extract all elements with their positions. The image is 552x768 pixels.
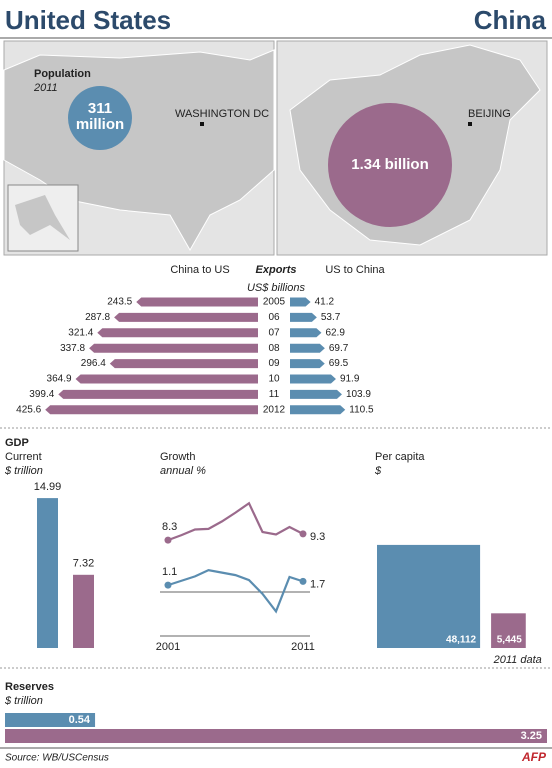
- capital-marker: [468, 122, 472, 126]
- bar: [73, 574, 94, 648]
- bar: [58, 389, 258, 399]
- value-label: 110.5: [349, 404, 374, 415]
- bar: [37, 498, 58, 648]
- end-dot: [299, 530, 307, 538]
- bar: [109, 359, 258, 369]
- population-title: Population: [34, 68, 91, 80]
- bar: [97, 328, 258, 338]
- population-bubble: [68, 86, 132, 150]
- bar: [290, 359, 325, 369]
- chart-subtitle: $ trillion: [4, 465, 43, 477]
- population-year: 2011: [33, 82, 58, 94]
- value-label: 103.9: [346, 389, 371, 400]
- value-label: 399.4: [29, 389, 54, 400]
- line: [167, 501, 304, 542]
- value-label: 364.9: [47, 374, 72, 385]
- bar: [290, 297, 311, 307]
- chart-subtitle: annual %: [160, 465, 206, 477]
- header-right: China: [474, 5, 547, 35]
- chart-subtitle: $: [374, 465, 382, 477]
- bar: [290, 374, 336, 384]
- legend-label: US to China: [325, 264, 385, 276]
- legend-label: China to US: [170, 264, 229, 276]
- category-label: 10: [268, 374, 280, 385]
- value-label: 14.99: [34, 481, 62, 493]
- header-left: United States: [5, 5, 171, 35]
- value-label: 69.5: [329, 358, 349, 369]
- value-label: 3.25: [521, 730, 542, 742]
- bar: [45, 405, 259, 415]
- category-label: 06: [268, 312, 280, 323]
- category-label: 09: [268, 358, 280, 369]
- bar: [290, 312, 317, 322]
- value-label: 243.5: [107, 297, 132, 308]
- category-label: 2012: [263, 404, 286, 415]
- bar: [290, 328, 322, 338]
- value-label: 7.32: [73, 558, 94, 570]
- value-label: 5,445: [497, 635, 522, 646]
- bar: [290, 389, 342, 399]
- population-bubble: [328, 103, 452, 227]
- value-label: 1.1: [162, 566, 177, 578]
- value-label: 41.2: [315, 297, 335, 308]
- chart-title: Current: [5, 451, 42, 463]
- value-label: 296.4: [81, 358, 106, 369]
- value-label: 0.54: [69, 714, 91, 726]
- value-label: 69.7: [329, 343, 349, 354]
- note: 2011 data: [493, 654, 542, 666]
- bar: [5, 729, 547, 743]
- value-label: 48,112: [446, 635, 476, 646]
- value-label: 53.7: [321, 312, 341, 323]
- category-label: 08: [268, 343, 280, 354]
- x-tick-label: 2001: [156, 641, 180, 653]
- map-alaska: [15, 195, 70, 240]
- source: Source: WB/USCensus: [5, 753, 109, 764]
- square: [491, 613, 526, 648]
- chart-subtitle: $ trillion: [4, 695, 43, 707]
- square: [377, 544, 481, 648]
- value-label: 8.3: [162, 521, 177, 533]
- x-tick-label: 2011: [291, 641, 315, 653]
- section-heading: GDP: [5, 437, 29, 449]
- value-label: 62.9: [325, 327, 345, 338]
- chart-title: Reserves: [5, 681, 54, 693]
- population-value: 311: [88, 100, 112, 117]
- value-label: 287.8: [85, 312, 110, 323]
- value-label: 9.3: [310, 531, 325, 543]
- bar: [5, 713, 96, 727]
- value-label: 91.9: [340, 374, 360, 385]
- capital-label: WASHINGTON DC: [175, 108, 269, 120]
- chart-title: Exports: [256, 264, 297, 276]
- end-dot: [299, 577, 307, 585]
- bar: [136, 297, 258, 307]
- category-label: 2005: [263, 297, 286, 308]
- category-label: 07: [268, 327, 280, 338]
- population-value: 1.34 billion: [351, 156, 429, 173]
- bar: [290, 343, 325, 353]
- chart-title: Per capita: [375, 451, 425, 463]
- value-label: 1.7: [310, 578, 325, 590]
- category-label: 11: [269, 389, 280, 400]
- bar: [290, 405, 346, 415]
- capital-marker: [200, 122, 204, 126]
- population-unit: million: [76, 116, 124, 133]
- value-label: 337.8: [60, 343, 85, 354]
- capital-label: BEIJING: [468, 108, 511, 120]
- end-dot: [164, 536, 172, 544]
- bar: [114, 312, 258, 322]
- bar: [75, 374, 258, 384]
- chart-title: Growth: [160, 451, 195, 463]
- logo: AFP: [521, 750, 547, 764]
- value-label: 425.6: [16, 404, 41, 415]
- value-label: 321.4: [68, 327, 93, 338]
- line: [167, 568, 304, 614]
- end-dot: [164, 581, 172, 589]
- bar: [89, 343, 258, 353]
- chart-subtitle: US$ billions: [247, 282, 306, 294]
